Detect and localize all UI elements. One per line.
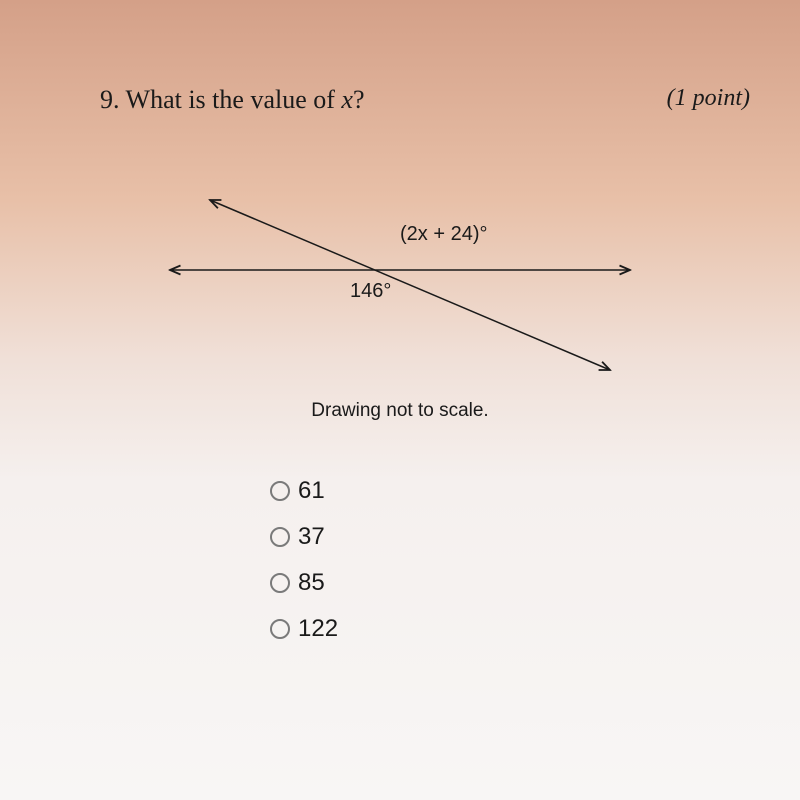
answer-options: 61 37 85 122 [270, 477, 800, 643]
option-row[interactable]: 61 [270, 477, 800, 505]
radio-icon[interactable] [270, 573, 290, 593]
angle-label-top: (2x + 24)° [400, 223, 487, 246]
option-row[interactable]: 85 [270, 569, 800, 597]
radio-icon[interactable] [270, 619, 290, 639]
angle-diagram-svg [150, 185, 650, 385]
question-text: 9. What is the value of x? [100, 85, 365, 115]
question-variable: x [341, 85, 353, 114]
option-label: 61 [298, 477, 325, 505]
option-row[interactable]: 122 [270, 615, 800, 643]
angle-label-bottom: 146° [350, 280, 391, 303]
points-label: (1 point) [667, 85, 750, 112]
geometry-diagram: (2x + 24)° 146° [150, 185, 650, 385]
question-prompt-suffix: ? [353, 85, 365, 114]
question-header: 9. What is the value of x? (1 point) [0, 0, 800, 115]
option-label: 122 [298, 615, 338, 643]
option-label: 85 [298, 569, 325, 597]
radio-icon[interactable] [270, 481, 290, 501]
question-prompt-prefix: What is the value of [126, 85, 342, 114]
option-label: 37 [298, 523, 325, 551]
question-number: 9. [100, 85, 120, 114]
radio-icon[interactable] [270, 527, 290, 547]
diagram-caption: Drawing not to scale. [0, 400, 800, 422]
option-row[interactable]: 37 [270, 523, 800, 551]
